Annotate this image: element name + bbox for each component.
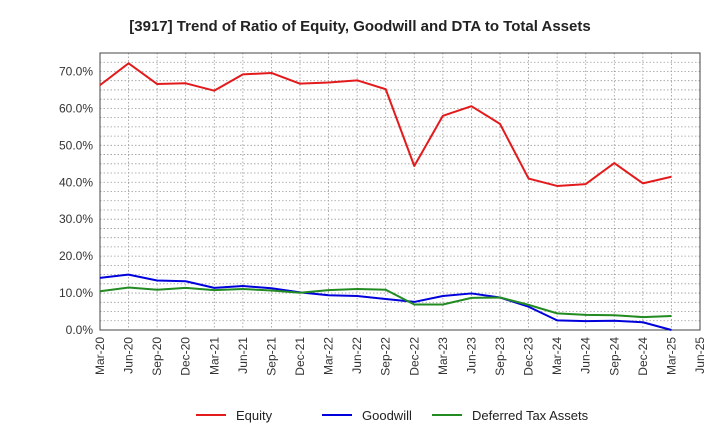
x-tick-label: Dec-24: [636, 337, 650, 376]
x-tick-label: Sep-24: [607, 337, 621, 376]
x-tick-label: Jun-25: [693, 337, 707, 374]
legend-label-deferred-tax-assets: Deferred Tax Assets: [472, 408, 589, 423]
x-tick-label: Jun-24: [579, 337, 593, 374]
x-tick-label: Jun-22: [350, 337, 364, 374]
legend-label-goodwill: Goodwill: [362, 408, 412, 423]
series-line-equity: [99, 62, 672, 187]
x-tick-label: Jun-20: [122, 337, 136, 374]
y-tick-label: 0.0%: [66, 323, 94, 337]
x-tick-label: Mar-23: [436, 337, 450, 375]
plot-frame: [99, 52, 701, 331]
legend-label-equity: Equity: [236, 408, 273, 423]
x-tick-label: Dec-20: [179, 337, 193, 376]
x-tick-label: Jun-23: [464, 337, 478, 374]
y-tick-label: 20.0%: [59, 249, 93, 263]
y-tick-label: 40.0%: [59, 175, 93, 189]
x-tick-label: Mar-25: [664, 337, 678, 375]
x-tick-label: Sep-23: [493, 337, 507, 376]
x-tick-label: Dec-21: [293, 337, 307, 376]
x-tick-label: Mar-21: [207, 337, 221, 375]
x-tick-label: Sep-21: [264, 337, 278, 376]
chart-title: [3917] Trend of Ratio of Equity, Goodwil…: [129, 18, 590, 35]
y-tick-label: 60.0%: [59, 101, 93, 115]
y-tick-label: 70.0%: [59, 64, 93, 78]
series-line-deferred-tax-assets: [99, 286, 672, 319]
y-tick-label: 30.0%: [59, 212, 93, 226]
x-tick-label: Mar-22: [322, 337, 336, 375]
legend: Equity Goodwill Deferred Tax Assets: [196, 408, 589, 423]
x-tick-label: Dec-23: [522, 337, 536, 376]
y-tick-label: 50.0%: [59, 138, 93, 152]
x-tick-label: Jun-21: [236, 337, 250, 374]
x-tick-label: Mar-20: [93, 337, 107, 375]
series-line-goodwill: [99, 273, 672, 331]
plot-area: 0.0% 10.0% 20.0% 30.0% 40.0% 50.0% 60.0% 70.0% M…: [59, 52, 707, 376]
x-tick-label: Mar-24: [550, 337, 564, 375]
y-tick-label: 10.0%: [59, 286, 93, 300]
x-tick-label: Dec-22: [407, 337, 421, 376]
x-tick-label: Sep-20: [150, 337, 164, 376]
x-tick-label: Sep-22: [379, 337, 393, 376]
